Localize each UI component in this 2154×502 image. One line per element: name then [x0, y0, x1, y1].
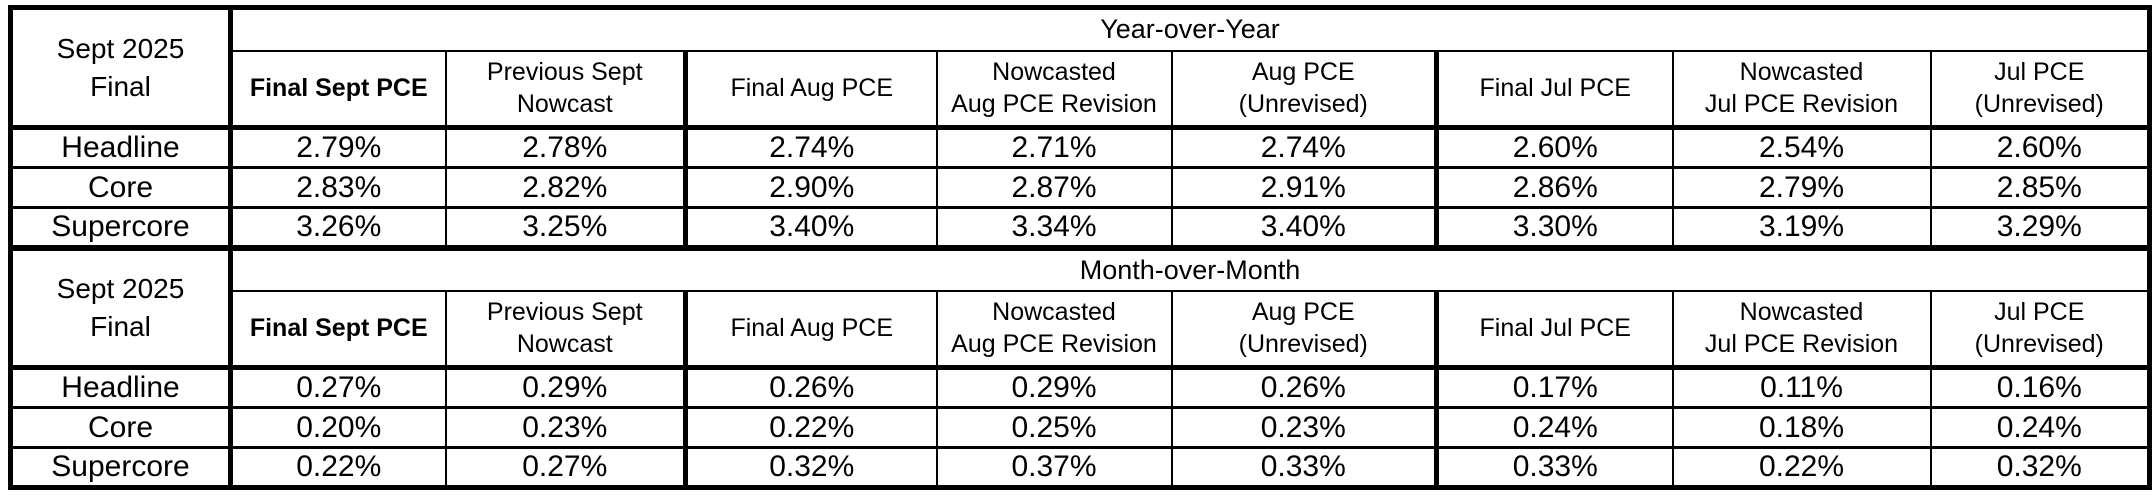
row-label-supercore: Supercore	[9, 446, 233, 489]
data-cell: 2.54%	[1671, 126, 1932, 169]
row-label-core: Core	[9, 406, 233, 449]
data-cell: 2.74%	[1170, 126, 1439, 169]
data-cell: 2.71%	[935, 126, 1173, 169]
data-cell: 0.26%	[684, 366, 938, 409]
corner-label: Sept 2025 Final	[9, 246, 233, 370]
data-cell: 0.29%	[935, 366, 1173, 409]
table-row: Core 2.83% 2.82% 2.90% 2.87% 2.91% 2.86%…	[9, 166, 2151, 209]
table-row: Headline 2.79% 2.78% 2.74% 2.71% 2.74% 2…	[9, 126, 2151, 169]
data-cell: 2.85%	[1929, 166, 2151, 209]
data-cell: 0.18%	[1671, 406, 1932, 449]
data-cell: 0.33%	[1170, 446, 1439, 489]
data-cell: 0.22%	[1671, 446, 1932, 489]
data-cell: 3.40%	[684, 206, 938, 251]
col-header-jul-pce-unrevised: Jul PCE (Unrevised)	[1929, 49, 2151, 130]
col-header-previous-sept-nowcast: Previous Sept Nowcast	[444, 49, 688, 130]
corner-label: Sept 2025 Final	[9, 6, 233, 130]
data-cell: 2.79%	[229, 126, 447, 169]
data-cell: 2.60%	[1435, 126, 1674, 169]
data-cell: 3.25%	[444, 206, 688, 251]
col-header-final-aug-pce: Final Aug PCE	[684, 49, 938, 130]
data-cell: 0.32%	[684, 446, 938, 489]
data-cell: 0.22%	[684, 406, 938, 449]
section-month-over-month: Sept 2025 Final Month-over-Month Final S…	[9, 246, 2151, 489]
data-cell: 0.33%	[1435, 446, 1674, 489]
data-cell: 3.40%	[1170, 206, 1439, 251]
data-cell: 3.30%	[1435, 206, 1674, 251]
data-cell: 0.25%	[935, 406, 1173, 449]
col-header-final-sept-pce: Final Sept PCE	[229, 289, 447, 370]
data-cell: 2.82%	[444, 166, 688, 209]
data-cell: 3.19%	[1671, 206, 1932, 251]
col-header-final-aug-pce: Final Aug PCE	[684, 289, 938, 370]
data-cell: 0.24%	[1435, 406, 1674, 449]
section-banner: Year-over-Year	[229, 6, 2151, 52]
section-year-over-year: Sept 2025 Final Year-over-Year Final Sep…	[9, 6, 2151, 251]
table-row: Core 0.20% 0.23% 0.22% 0.25% 0.23% 0.24%…	[9, 406, 2151, 449]
col-header-nowcasted-aug-pce-revision: Nowcasted Aug PCE Revision	[935, 49, 1173, 130]
data-cell: 2.83%	[229, 166, 447, 209]
col-header-final-jul-pce: Final Jul PCE	[1435, 289, 1674, 370]
col-header-jul-pce-unrevised: Jul PCE (Unrevised)	[1929, 289, 2151, 370]
data-cell: 2.79%	[1671, 166, 1932, 209]
data-cell: 2.74%	[684, 126, 938, 169]
col-header-nowcasted-jul-pce-revision: Nowcasted Jul PCE Revision	[1671, 49, 1932, 130]
data-cell: 2.91%	[1170, 166, 1439, 209]
data-cell: 3.26%	[229, 206, 447, 251]
data-cell: 0.23%	[1170, 406, 1439, 449]
col-header-nowcasted-jul-pce-revision: Nowcasted Jul PCE Revision	[1671, 289, 1932, 370]
data-cell: 0.16%	[1929, 366, 2151, 409]
col-header-nowcasted-aug-pce-revision: Nowcasted Aug PCE Revision	[935, 289, 1173, 370]
data-cell: 2.86%	[1435, 166, 1674, 209]
col-header-previous-sept-nowcast: Previous Sept Nowcast	[444, 289, 688, 370]
data-cell: 2.87%	[935, 166, 1173, 209]
col-header-aug-pce-unrevised: Aug PCE (Unrevised)	[1170, 289, 1439, 370]
table-row: Supercore 0.22% 0.27% 0.32% 0.37% 0.33% …	[9, 446, 2151, 489]
data-cell: 0.27%	[229, 366, 447, 409]
row-label-supercore: Supercore	[9, 206, 233, 251]
data-cell: 0.27%	[444, 446, 688, 489]
table-row: Supercore 3.26% 3.25% 3.40% 3.34% 3.40% …	[9, 206, 2151, 251]
data-cell: 0.29%	[444, 366, 688, 409]
data-cell: 2.90%	[684, 166, 938, 209]
data-cell: 0.26%	[1170, 366, 1439, 409]
row-label-headline: Headline	[9, 366, 233, 409]
data-cell: 3.34%	[935, 206, 1173, 251]
data-cell: 3.29%	[1929, 206, 2151, 251]
data-cell: 0.23%	[444, 406, 688, 449]
pce-nowcast-revision-table: Sept 2025 Final Year-over-Year Final Sep…	[8, 5, 2152, 490]
col-header-final-sept-pce: Final Sept PCE	[229, 49, 447, 130]
section-banner: Month-over-Month	[229, 246, 2151, 292]
data-cell: 0.37%	[935, 446, 1173, 489]
data-cell: 0.11%	[1671, 366, 1932, 409]
data-cell: 0.32%	[1929, 446, 2151, 489]
data-cell: 0.17%	[1435, 366, 1674, 409]
table-row: Headline 0.27% 0.29% 0.26% 0.29% 0.26% 0…	[9, 366, 2151, 409]
data-cell: 0.22%	[229, 446, 447, 489]
row-label-core: Core	[9, 166, 233, 209]
data-cell: 2.78%	[444, 126, 688, 169]
data-cell: 0.24%	[1929, 406, 2151, 449]
col-header-final-jul-pce: Final Jul PCE	[1435, 49, 1674, 130]
row-label-headline: Headline	[9, 126, 233, 169]
data-cell: 2.60%	[1929, 126, 2151, 169]
data-cell: 0.20%	[229, 406, 447, 449]
col-header-aug-pce-unrevised: Aug PCE (Unrevised)	[1170, 49, 1439, 130]
